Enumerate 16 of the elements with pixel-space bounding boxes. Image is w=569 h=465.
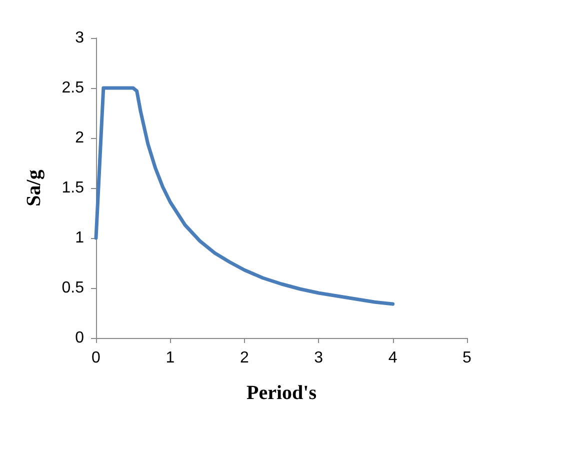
y-tick-label: 1 [75,230,84,246]
x-tick-label: 3 [314,350,324,366]
line-series [94,86,395,306]
y-axis-title: Sa/g [23,170,45,206]
y-tick-label: 3 [75,30,84,46]
x-tick-label: 4 [388,350,398,366]
x-axis-title: Period's [246,382,317,404]
y-tick-label: 2.5 [62,80,84,96]
y-tick-label: 1.5 [62,180,84,196]
y-tick-label: 2 [75,130,84,146]
y-tick-label: 0.5 [62,280,84,296]
x-tick-label: 1 [166,350,175,366]
x-tick-label: 0 [92,350,101,366]
x-tick-label: 2 [240,350,249,366]
y-tick-label: 0 [75,330,84,346]
x-tick-label: 5 [462,350,472,366]
